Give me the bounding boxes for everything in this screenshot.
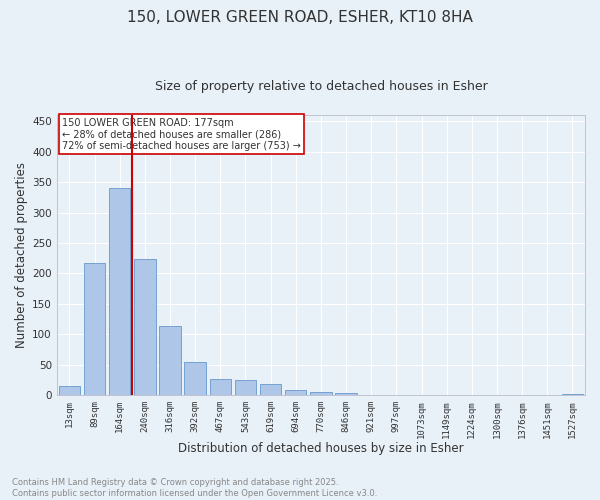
Text: 150 LOWER GREEN ROAD: 177sqm
← 28% of detached houses are smaller (286)
72% of s: 150 LOWER GREEN ROAD: 177sqm ← 28% of de… <box>62 118 301 151</box>
Bar <box>159 326 181 396</box>
Bar <box>84 263 105 396</box>
Y-axis label: Number of detached properties: Number of detached properties <box>15 162 28 348</box>
Text: Contains HM Land Registry data © Crown copyright and database right 2025.
Contai: Contains HM Land Registry data © Crown c… <box>12 478 377 498</box>
Bar <box>134 260 155 396</box>
X-axis label: Distribution of detached houses by size in Esher: Distribution of detached houses by size … <box>178 442 464 455</box>
Bar <box>562 394 583 396</box>
Bar <box>109 188 130 396</box>
Bar <box>184 362 206 396</box>
Bar <box>461 394 482 396</box>
Title: Size of property relative to detached houses in Esher: Size of property relative to detached ho… <box>155 80 487 93</box>
Text: 150, LOWER GREEN ROAD, ESHER, KT10 8HA: 150, LOWER GREEN ROAD, ESHER, KT10 8HA <box>127 10 473 25</box>
Bar <box>235 380 256 396</box>
Bar <box>59 386 80 396</box>
Bar <box>310 392 332 396</box>
Bar <box>209 379 231 396</box>
Bar <box>335 393 357 396</box>
Bar <box>285 390 307 396</box>
Bar <box>260 384 281 396</box>
